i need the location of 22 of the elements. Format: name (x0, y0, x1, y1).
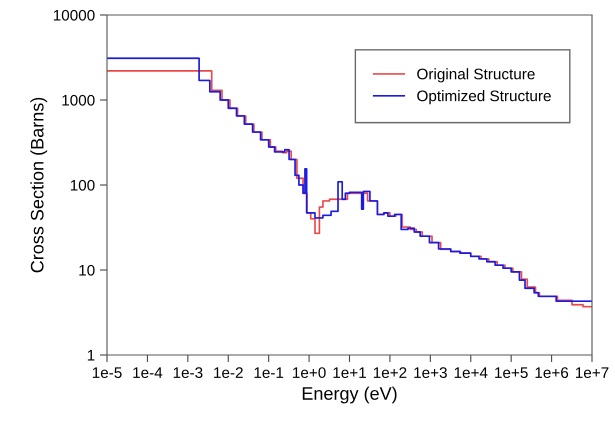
x-tick-label: 1e-3 (174, 367, 202, 378)
x-tick-label: 1e+3 (414, 367, 447, 378)
x-tick-label: 1e-5 (92, 367, 122, 378)
x-tick-label: 1e-1 (254, 367, 284, 378)
x-tick-label: 1e+5 (495, 367, 528, 378)
x-axis-title: Energy (eV) (302, 386, 397, 404)
x-tick-label: 1e-4 (133, 367, 162, 378)
x-tick-label: 1e+0 (293, 367, 326, 378)
y-tick-label: 10000 (54, 10, 95, 21)
x-tick-label: 1e+7 (576, 367, 608, 378)
x-tick-label: 1e+6 (536, 367, 568, 378)
legend-label: Optimized Structure (417, 90, 551, 104)
y-tick-label: 1000 (62, 94, 95, 106)
x-tick-label: 1e+2 (374, 367, 406, 378)
legend-label: Original Structure (417, 68, 535, 82)
y-tick-label: 100 (70, 180, 95, 191)
y-axis-title: Cross Section (Barns) (30, 98, 48, 272)
x-tick-label: 1e-2 (214, 367, 243, 378)
y-tick-label: 1 (88, 350, 94, 361)
x-tick-label: 1e+1 (333, 367, 366, 378)
x-tick-label: 1e+4 (454, 367, 488, 378)
y-tick-label: 10 (79, 264, 95, 276)
